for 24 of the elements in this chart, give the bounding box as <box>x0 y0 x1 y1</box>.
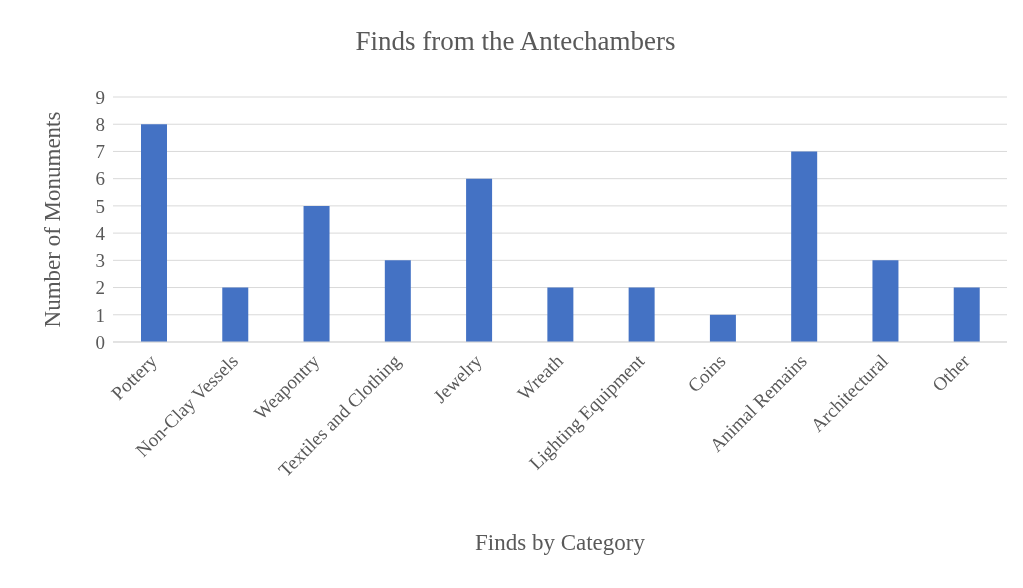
bar <box>303 205 330 342</box>
y-tick-label: 9 <box>95 86 105 108</box>
y-tick-label: 1 <box>95 304 105 326</box>
y-tick-label: 4 <box>95 222 106 244</box>
bar <box>953 287 980 342</box>
bar <box>791 151 818 342</box>
y-tick-label: 7 <box>95 141 105 163</box>
bar <box>872 260 899 342</box>
bar <box>222 287 249 342</box>
y-tick-label: 8 <box>95 113 105 135</box>
bar <box>466 178 493 342</box>
y-tick-label: 0 <box>95 331 105 353</box>
chart-title: Finds from the Antechambers <box>354 26 677 57</box>
bar <box>141 124 167 342</box>
y-tick-label: 3 <box>95 250 105 272</box>
bar <box>384 260 411 342</box>
y-tick-label: 5 <box>95 195 105 217</box>
bar <box>628 287 655 342</box>
y-tick-label: 2 <box>95 277 105 299</box>
y-tick-label: 6 <box>95 168 105 190</box>
bar <box>709 314 736 342</box>
y-axis-title: Number of Monuments <box>40 111 66 328</box>
bar <box>547 287 574 342</box>
x-axis-title: Finds by Category <box>475 530 646 555</box>
